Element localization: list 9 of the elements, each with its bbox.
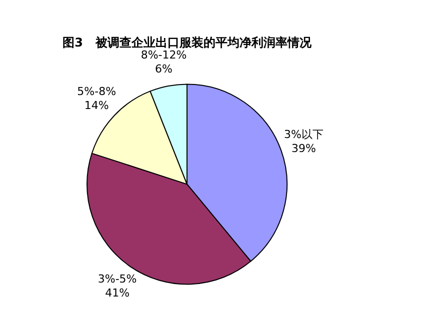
slice-label: 5%-8% (77, 85, 116, 98)
slice-label: 3%以下 (284, 128, 324, 142)
data-label: 6% (155, 62, 172, 76)
data-label: 39% (291, 142, 316, 156)
slice-label: 8%-12% (140, 48, 187, 62)
slice-label: 3%-5% (98, 272, 137, 286)
data-label: 41% (105, 286, 130, 300)
data-label: 14% (84, 99, 109, 112)
chart-title: 图3 被调查企业出口服装的平均净利润率情况 (62, 35, 312, 50)
